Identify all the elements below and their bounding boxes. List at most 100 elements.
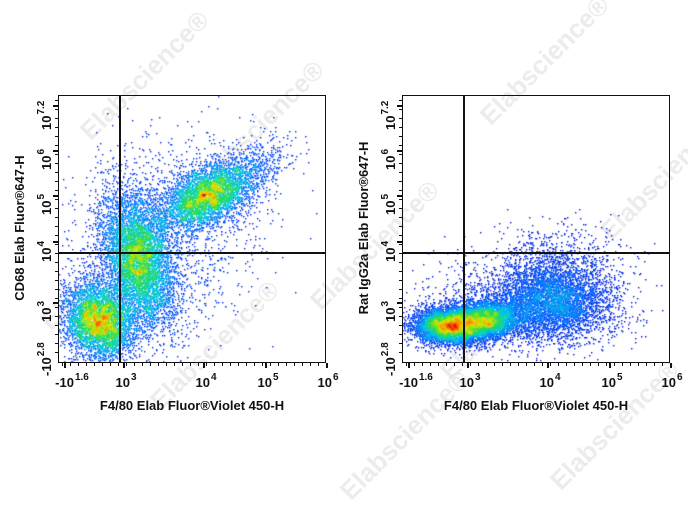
x-minor-tick [166, 363, 167, 366]
x-minor-tick [518, 363, 519, 366]
y-tick-label: 104 [380, 240, 398, 262]
x-tick-label: 104 [539, 372, 561, 390]
x-minor-tick [102, 363, 103, 366]
y-tick [397, 302, 402, 304]
x-minor-tick [526, 363, 527, 366]
y-minor-tick [399, 352, 402, 353]
x-tick-label: 103 [115, 372, 137, 390]
x-minor-tick [614, 363, 615, 366]
quadrant-gate-horizontal[interactable] [58, 252, 326, 254]
x-minor-tick [86, 363, 87, 366]
y-minor-tick [55, 352, 58, 353]
y-minor-tick [55, 163, 58, 164]
y-minor-tick [399, 100, 402, 101]
y-axis-label: Rat IgG2a Elab Fluor®647-H [356, 141, 371, 315]
x-minor-tick [246, 363, 247, 366]
y-tick [53, 241, 58, 243]
y-minor-tick [55, 127, 58, 128]
y-tick-label: 107.2 [380, 100, 398, 130]
y-minor-tick [55, 316, 58, 317]
y-minor-tick [399, 325, 402, 326]
y-tick [397, 105, 402, 107]
x-minor-tick [558, 363, 559, 366]
y-minor-tick [399, 217, 402, 218]
y-minor-tick [55, 145, 58, 146]
x-minor-tick [438, 363, 439, 366]
x-minor-tick [590, 363, 591, 366]
y-tick [53, 302, 58, 304]
x-minor-tick [622, 363, 623, 366]
y-minor-tick [399, 271, 402, 272]
x-minor-tick [62, 363, 63, 366]
y-minor-tick [399, 334, 402, 335]
y-minor-tick [55, 226, 58, 227]
x-minor-tick [126, 363, 127, 366]
y-minor-tick [55, 217, 58, 218]
y-minor-tick [399, 127, 402, 128]
quadrant-gate-horizontal[interactable] [402, 252, 670, 254]
x-tick [408, 363, 410, 368]
y-minor-tick [55, 298, 58, 299]
y-tick-label: 103 [380, 300, 398, 322]
x-tick [547, 363, 549, 368]
x-minor-tick [630, 363, 631, 366]
x-tick [203, 363, 205, 368]
y-tick-label: 106 [380, 148, 398, 170]
x-minor-tick [214, 363, 215, 366]
x-minor-tick [206, 363, 207, 366]
y-minor-tick [399, 280, 402, 281]
density-plot [402, 95, 670, 363]
y-tick-label: 104 [36, 240, 54, 262]
x-minor-tick [462, 363, 463, 366]
y-minor-tick [55, 244, 58, 245]
x-minor-tick [534, 363, 535, 366]
y-minor-tick [55, 172, 58, 173]
y-minor-tick [399, 307, 402, 308]
y-minor-tick [399, 298, 402, 299]
y-minor-tick [55, 136, 58, 137]
y-minor-tick [399, 163, 402, 164]
x-minor-tick [318, 363, 319, 366]
x-minor-tick [190, 363, 191, 366]
x-minor-tick [662, 363, 663, 366]
x-minor-tick [198, 363, 199, 366]
x-minor-tick [502, 363, 503, 366]
x-minor-tick [638, 363, 639, 366]
x-minor-tick [278, 363, 279, 366]
y-minor-tick [399, 316, 402, 317]
x-tick-label: 105 [601, 372, 623, 390]
y-axis-label: CD68 Elab Fluor®647-H [12, 155, 27, 301]
y-minor-tick [55, 289, 58, 290]
x-tick [670, 363, 672, 368]
y-minor-tick [399, 145, 402, 146]
x-minor-tick [182, 363, 183, 366]
y-minor-tick [55, 235, 58, 236]
y-minor-tick [55, 343, 58, 344]
y-minor-tick [55, 271, 58, 272]
quadrant-gate-vertical[interactable] [463, 95, 465, 363]
x-minor-tick [254, 363, 255, 366]
x-axis-label: F4/80 Elab Fluor®Violet 450-H [99, 398, 285, 413]
panel-isotype: Rat IgG2a Elab Fluor®647-H -102.8 103 10… [344, 0, 688, 490]
plot-frame [402, 95, 670, 363]
x-minor-tick [478, 363, 479, 366]
x-minor-tick [406, 363, 407, 366]
y-minor-tick [399, 253, 402, 254]
y-minor-tick [55, 253, 58, 254]
y-minor-tick [55, 109, 58, 110]
x-minor-tick [222, 363, 223, 366]
y-tick-label: 105 [36, 193, 54, 215]
y-minor-tick [55, 334, 58, 335]
plot-frame [58, 95, 326, 363]
y-minor-tick [399, 289, 402, 290]
x-tick-label: -101.6 [55, 372, 89, 390]
y-minor-tick [399, 226, 402, 227]
x-minor-tick [158, 363, 159, 366]
y-tick [53, 105, 58, 107]
x-tick [265, 363, 267, 368]
quadrant-gate-vertical[interactable] [119, 95, 121, 363]
y-tick [53, 150, 58, 152]
y-minor-tick [55, 325, 58, 326]
x-minor-tick [430, 363, 431, 366]
x-tick-label: 106 [317, 372, 339, 390]
